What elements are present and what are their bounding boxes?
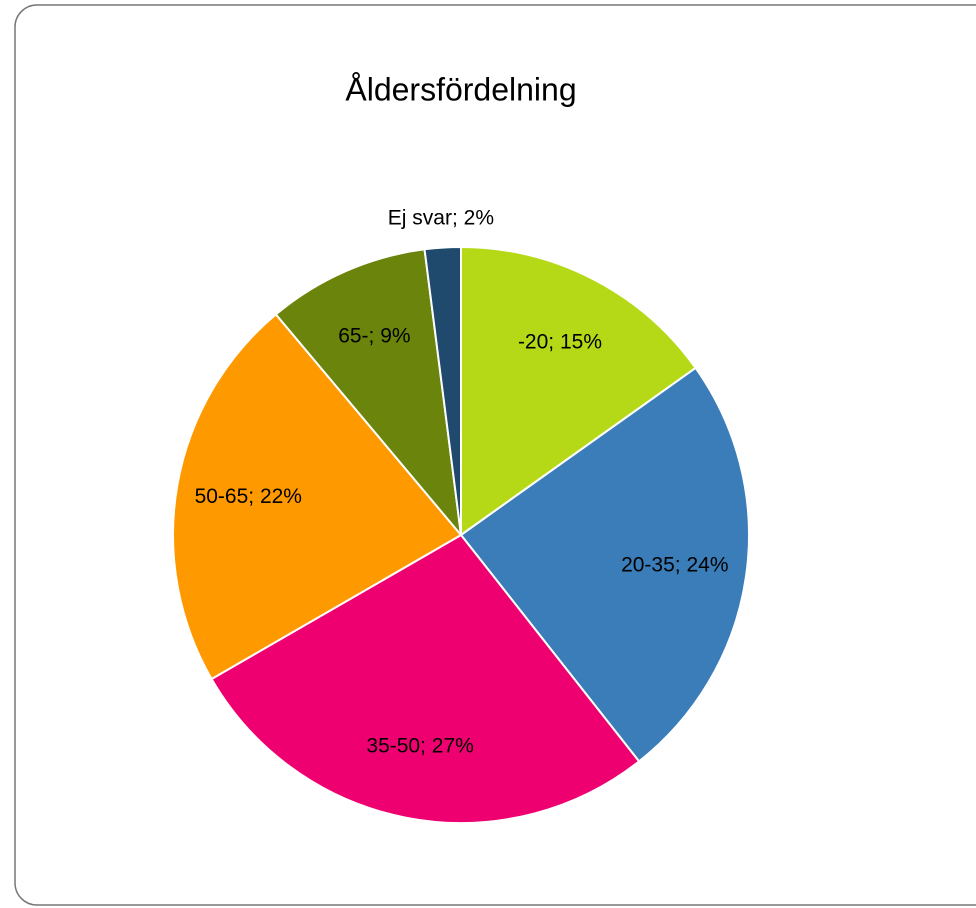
- data-label: Ej svar; 2%: [388, 206, 494, 229]
- pie-slice: [423, 245, 462, 536]
- data-label: 50-65; 22%: [195, 485, 302, 508]
- pie-slice: [274, 248, 463, 539]
- pie-slice: [172, 312, 463, 681]
- data-label: 35-50; 27%: [366, 735, 473, 758]
- pie-slice: [459, 366, 750, 763]
- data-label: 65-; 9%: [338, 325, 410, 348]
- data-label: 20-35; 24%: [621, 553, 728, 576]
- pie-slice: [210, 533, 641, 824]
- data-label: -20; 15%: [518, 331, 602, 354]
- pie-slice: [460, 245, 697, 537]
- chart-title: Åldersfördelning: [345, 71, 576, 107]
